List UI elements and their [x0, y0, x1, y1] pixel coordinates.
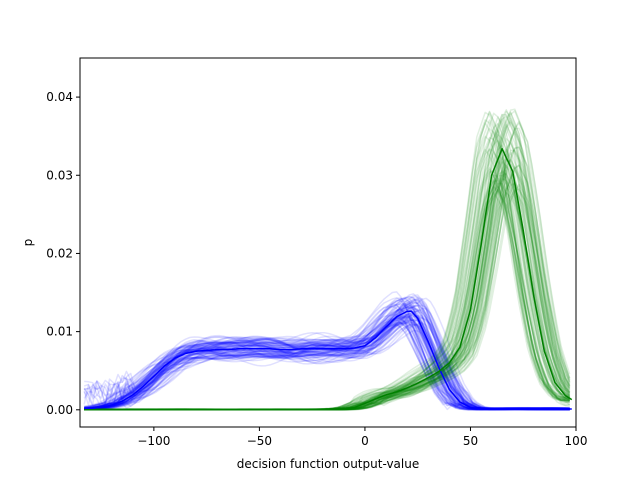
x-tick-label: 50 — [463, 434, 478, 448]
blue-bootstrap-curve — [84, 322, 570, 411]
x-tick-label: −100 — [137, 434, 170, 448]
blue-bootstrap-curve — [84, 329, 570, 411]
blue-bootstrap-curve — [84, 303, 570, 411]
y-tick-label: 0.03 — [46, 168, 73, 182]
y-axis-ticks: 0.00 0.01 0.02 0.03 0.04 — [46, 90, 80, 417]
x-tick-label: 0 — [361, 434, 369, 448]
plot-frame — [79, 57, 577, 428]
blue-bootstrap-curve — [84, 315, 570, 411]
x-tick-label: −50 — [247, 434, 272, 448]
blue-bootstrap-curve — [84, 316, 570, 411]
blue-bootstrap-curve — [83, 321, 570, 411]
blue-bootstrap-curve — [84, 317, 570, 411]
blue-bootstrap-curve — [84, 317, 570, 411]
blue-bootstrap-curve — [84, 297, 570, 411]
blue-bootstrap-curve — [84, 307, 570, 410]
green-mean-curve — [84, 147, 573, 411]
blue-bootstrap-curve — [84, 293, 570, 411]
y-tick-label: 0.01 — [46, 325, 73, 339]
blue-bootstrap-curve — [84, 316, 570, 411]
blue-bootstrap-curve — [84, 297, 570, 411]
blue-bootstrap-curve — [84, 308, 570, 411]
y-tick-label: 0.04 — [46, 90, 73, 104]
mean-density-curves — [84, 147, 573, 411]
y-axis-label: p — [21, 239, 35, 247]
x-tick-label: 100 — [565, 434, 588, 448]
blue-bootstrap-curve — [84, 306, 570, 411]
blue-bootstrap-curve — [84, 303, 570, 411]
y-tick-label: 0.00 — [46, 403, 73, 417]
blue-mean-curve — [84, 310, 572, 410]
x-axis-ticks: −100 −50 0 50 100 — [137, 427, 587, 448]
blue-bootstrap-curve — [84, 298, 570, 411]
y-tick-label: 0.02 — [46, 246, 73, 260]
x-axis-label: decision function output-value — [237, 457, 419, 471]
blue-bootstrap-curve — [84, 312, 570, 411]
blue-bootstrap-curve — [84, 315, 570, 411]
